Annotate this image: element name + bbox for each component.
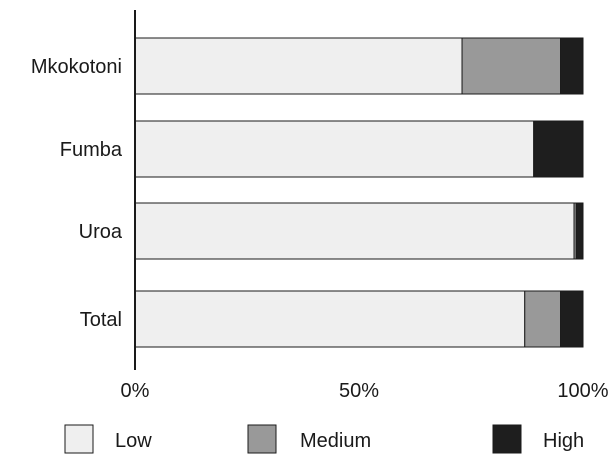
x-tick-label: 50% [339, 380, 379, 402]
bars-group [134, 37, 584, 348]
bar-fumba-high [533, 120, 584, 178]
category-label: Mkokotoni [31, 56, 122, 78]
legend-swatch-low [64, 424, 94, 454]
legend: Low Medium High [64, 424, 584, 454]
bar-uroa-high [575, 202, 584, 260]
category-label: Total [80, 309, 122, 331]
legend-label-high: High [543, 430, 584, 452]
bar-mkokotoni-low [134, 37, 463, 95]
bar-total-medium [524, 290, 562, 348]
bar-total-high [560, 290, 584, 348]
bar-total-low [134, 290, 526, 348]
legend-label-low: Low [115, 430, 152, 452]
x-tick-label: 0% [121, 380, 150, 402]
category-labels: Mkokotoni Fumba Uroa Total [31, 56, 123, 331]
legend-label-medium: Medium [300, 430, 371, 452]
bar-uroa-low [134, 202, 575, 260]
category-label: Uroa [79, 221, 123, 243]
legend-swatch-high [492, 424, 522, 454]
bar-mkokotoni-high [560, 37, 584, 95]
legend-swatch-medium [247, 424, 277, 454]
bar-mkokotoni-medium [461, 37, 562, 95]
bar-fumba-low [134, 120, 535, 178]
category-label: Fumba [60, 139, 123, 161]
x-tick-label: 100% [557, 380, 608, 402]
x-tick-labels: 0% 50% 100% [121, 380, 609, 402]
